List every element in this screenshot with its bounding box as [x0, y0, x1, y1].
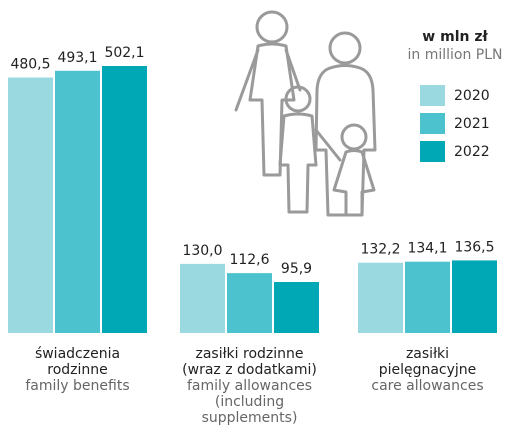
- bar: [55, 70, 100, 334]
- bar: [274, 282, 319, 333]
- legend-swatch: [420, 141, 445, 162]
- legend-swatch: [420, 113, 445, 134]
- value-label: 136,5: [454, 239, 494, 255]
- bar: [452, 260, 497, 333]
- value-label: 134,1: [407, 241, 447, 257]
- category-pl: zasiłki pielęgnacyjne: [378, 346, 477, 378]
- category-pl: świadczenia rodzinne: [34, 346, 121, 378]
- value-label: 132,2: [360, 242, 400, 258]
- value-label: 112,6: [229, 252, 269, 268]
- legend-label: 2021: [454, 116, 490, 132]
- family-icon: [234, 10, 377, 217]
- category-pl: zasiłki rodzinne (wraz z dodatkami): [182, 346, 317, 378]
- value-label: 502,1: [104, 45, 144, 61]
- value-label: 130,0: [182, 243, 222, 259]
- bar: [180, 263, 225, 333]
- legend-subtitle: in million PLN: [407, 47, 502, 63]
- category-label: zasiłki rodzinne (wraz z dodatkami) famil…: [175, 346, 325, 426]
- bar: [358, 262, 403, 333]
- category-en: care allowances: [371, 378, 484, 394]
- category-en: family allowances (including supplements…: [186, 378, 313, 426]
- legend-title: w mln zł: [422, 29, 488, 45]
- legend-label: 2022: [454, 144, 490, 160]
- category-label: zasiłki pielęgnacyjne care allowances: [363, 346, 493, 394]
- value-label: 493,1: [57, 50, 97, 66]
- legend-swatch: [420, 85, 445, 106]
- bar: [102, 66, 147, 333]
- bar: [227, 273, 272, 333]
- category-label: świadczenia rodzinne family benefits: [13, 346, 143, 394]
- category-en: family benefits: [25, 378, 130, 394]
- bar: [405, 261, 450, 333]
- bar: [8, 77, 53, 333]
- legend-label: 2020: [454, 88, 490, 104]
- value-label: 480,5: [10, 56, 50, 72]
- value-label: 95,9: [281, 261, 312, 277]
